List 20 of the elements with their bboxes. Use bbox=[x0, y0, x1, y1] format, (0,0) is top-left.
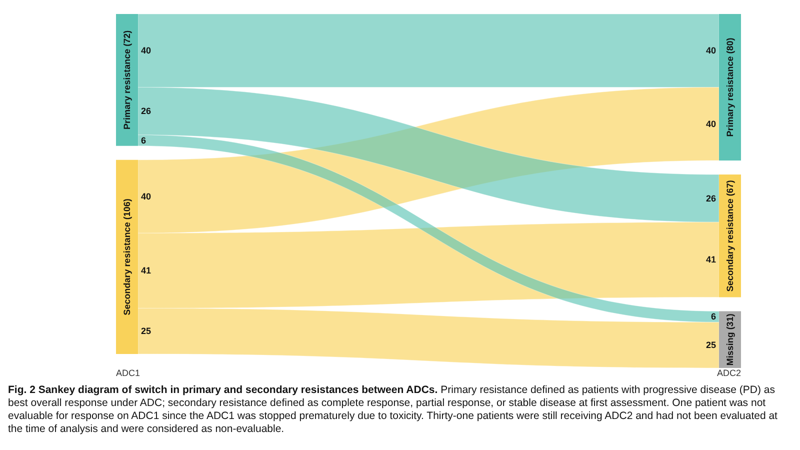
text: 6 bbox=[710, 312, 716, 322]
category-label: Secondary resistance (106) bbox=[122, 198, 132, 316]
category-label: Primary resistance (72) bbox=[122, 30, 132, 130]
text: Primary resistance (80) bbox=[725, 38, 735, 137]
data-label: 6 bbox=[141, 135, 146, 146]
text: 26 bbox=[706, 193, 716, 204]
text: Fig. 2 Sankey diagram of switch in primary and secondary resistances between ADCs. bbox=[8, 384, 438, 396]
data-label: 41 bbox=[141, 266, 152, 276]
data-label: 40 bbox=[141, 191, 152, 202]
text: 25 bbox=[706, 340, 716, 350]
text: Missing (31) bbox=[725, 314, 735, 366]
text: 41 bbox=[706, 254, 716, 265]
text: ADC2 bbox=[716, 368, 741, 378]
text: ADC1 bbox=[116, 368, 140, 378]
data-label: 25 bbox=[141, 326, 152, 336]
text: 40 bbox=[706, 46, 716, 56]
data-label: 26 bbox=[141, 106, 152, 116]
text: 40 bbox=[706, 118, 716, 129]
text: Secondary resistance (67) bbox=[725, 180, 735, 292]
data-label: 40 bbox=[141, 46, 152, 56]
